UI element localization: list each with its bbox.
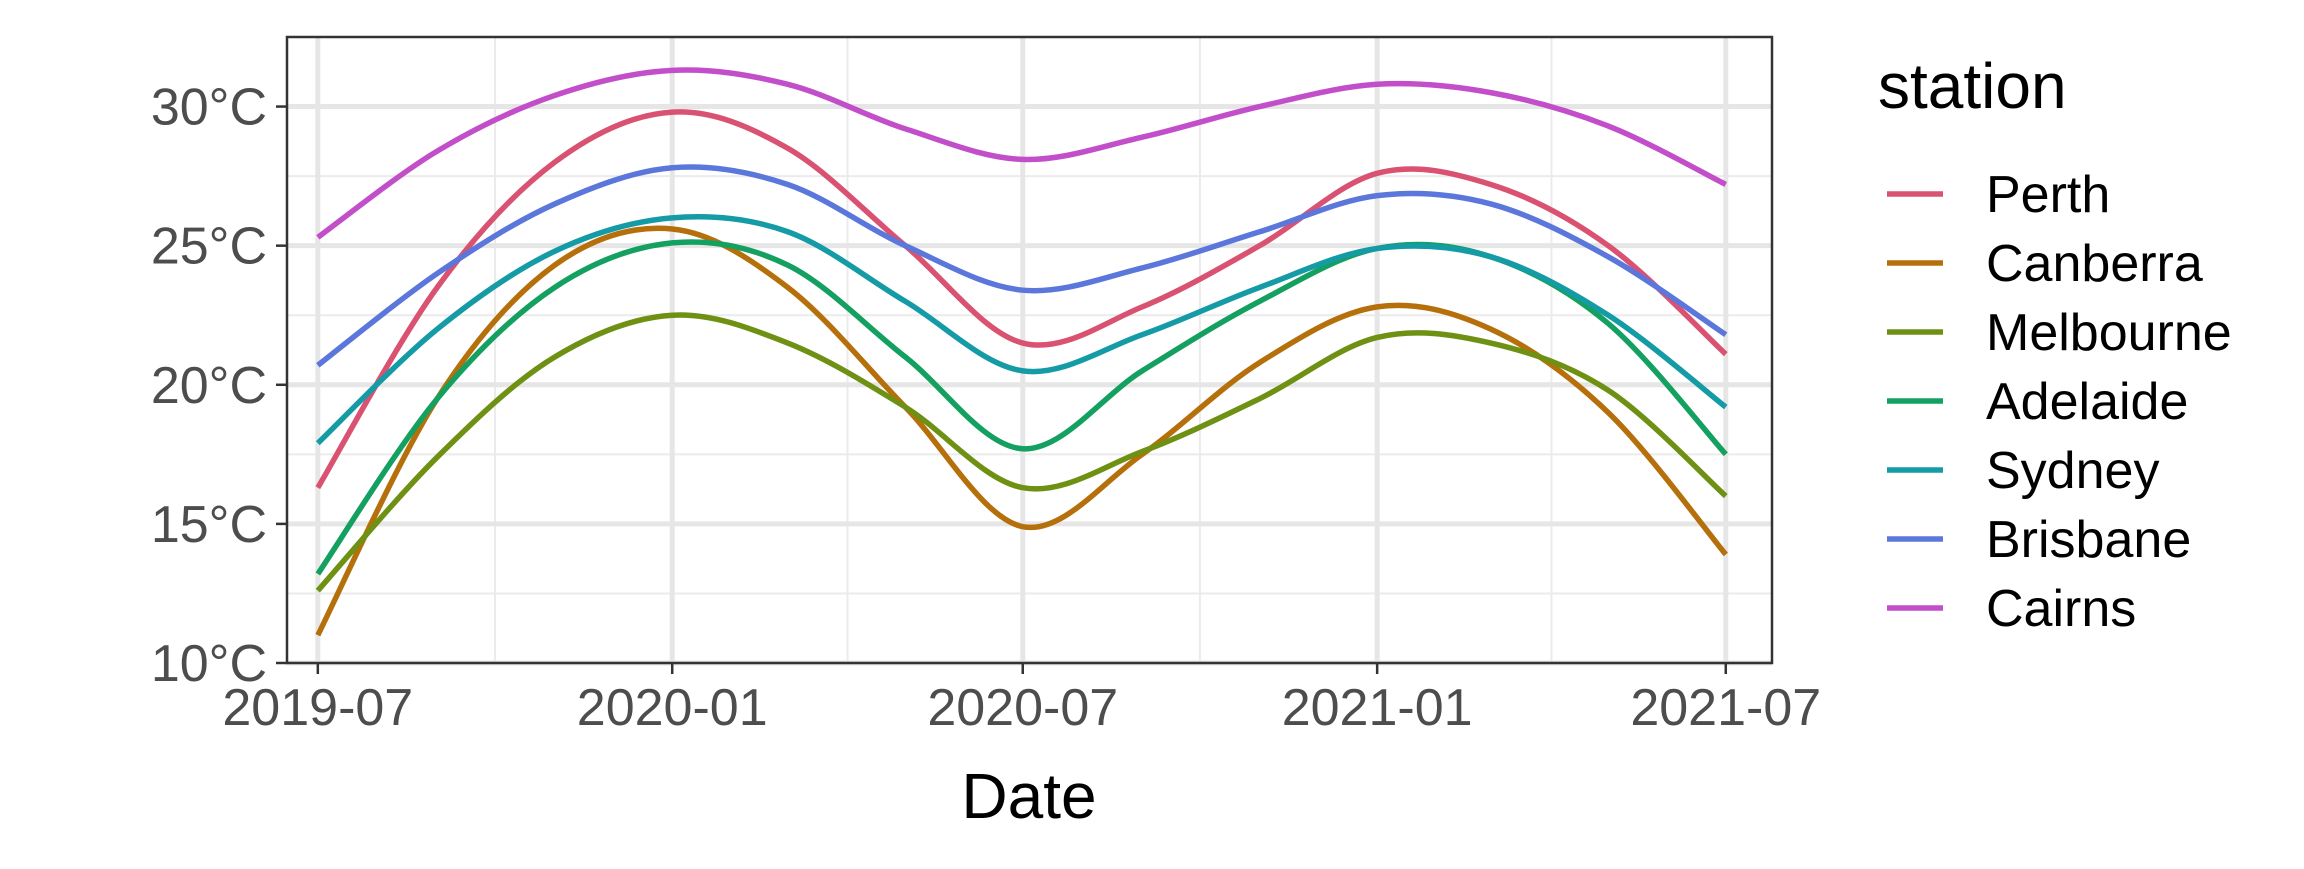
series-line-brisbane (316, 164, 1728, 368)
legend-label-brisbane: Brisbane (1986, 511, 2191, 569)
y-tick-label: 20°C (151, 357, 267, 415)
legend-label-perth: Perth (1986, 166, 2110, 224)
x-tick-label: 2020-01 (577, 679, 768, 737)
minor-gridlines (287, 37, 1772, 663)
legend-items: Perth Canberra Melbourne Adelaide Sydney Bris… (1887, 166, 2232, 638)
legend-label-cairns: Cairns (1986, 580, 2136, 638)
y-tick-label: 10°C (151, 635, 267, 693)
legend-label-sydney: Sydney (1986, 442, 2159, 500)
y-tick-label: 15°C (151, 496, 267, 554)
x-tick-label: 2019-07 (222, 679, 413, 737)
legend-title: station (1878, 50, 2067, 122)
panel-border (285, 35, 1774, 665)
legend-label-canberra: Canberra (1986, 235, 2203, 293)
x-tick-label: 2020-07 (927, 679, 1118, 737)
legend: station Perth Canberra Melbourne Adelaide Sy… (1878, 50, 2232, 638)
major-gridlines (287, 37, 1772, 666)
series-line-canberra (315, 225, 1728, 637)
y-tick-label: 30°C (151, 79, 267, 137)
series-line-perth (315, 109, 1728, 490)
x-axis: 2019-07 2020-01 2020-07 2021-01 2021-07 (222, 663, 1821, 737)
y-axis: 10°C 15°C 20°C 25°C 30°C (151, 79, 287, 693)
series-line-sydney (315, 213, 1728, 446)
y-tick-label: 25°C (151, 218, 267, 276)
x-tick-label: 2021-07 (1630, 679, 1821, 737)
series-line-melbourne (315, 312, 1728, 593)
legend-label-adelaide: Adelaide (1986, 373, 2188, 431)
series-lines (315, 67, 1728, 637)
legend-label-melbourne: Melbourne (1986, 304, 2232, 362)
x-tick-label: 2021-01 (1282, 679, 1473, 737)
series-line-cairns (316, 67, 1727, 240)
x-axis-title: Date (961, 760, 1096, 832)
